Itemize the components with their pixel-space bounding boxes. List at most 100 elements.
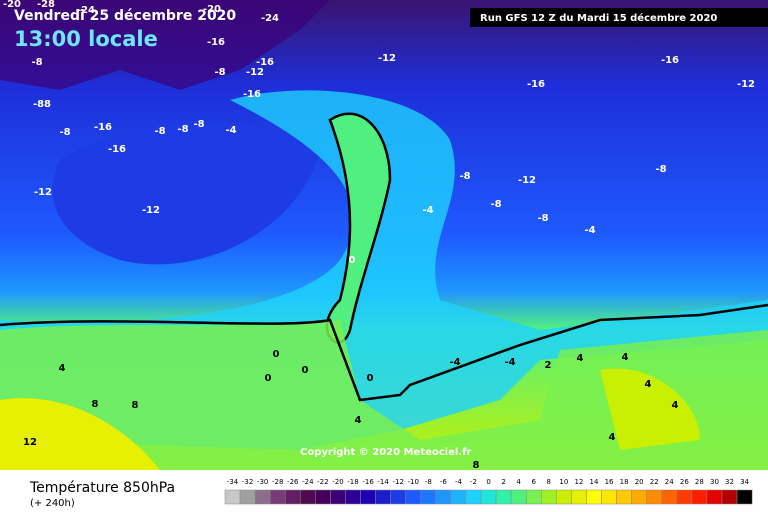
contour-label: -8: [655, 164, 666, 175]
run-info: Run GFS 12 Z du Mardi 15 décembre 2020: [480, 12, 717, 24]
contour-label: -4: [422, 205, 433, 216]
scale-swatch: [269, 489, 286, 505]
scale-label: -2: [470, 478, 477, 486]
scale-swatch: [284, 489, 301, 505]
contour-label: -16: [94, 122, 112, 133]
contour-label: -8: [59, 127, 70, 138]
scale-swatch: [375, 489, 391, 505]
scale-swatch: [495, 489, 512, 505]
contour-label: 0: [349, 255, 356, 266]
contour-label: -88: [33, 99, 51, 110]
contour-label: -8: [490, 199, 501, 210]
scale-label: 26: [680, 478, 689, 486]
zero-isotherm: [325, 112, 392, 344]
scale-swatch: [646, 489, 662, 505]
scale-swatch: [736, 489, 753, 505]
scale-swatch: [601, 489, 617, 505]
scale-swatch: [661, 489, 678, 505]
scale-swatch: [676, 489, 693, 505]
scale-label: 12: [574, 478, 583, 486]
scale-label: -20: [332, 478, 343, 486]
scale-swatch: [721, 489, 738, 505]
contour-label: 12: [23, 437, 37, 448]
scale-label: 0: [486, 478, 490, 486]
scale-label: 32: [725, 478, 734, 486]
scale-swatch: [435, 489, 452, 505]
contour-label: -16: [527, 79, 545, 90]
contour-label: -24: [77, 5, 95, 16]
scale-label: -12: [392, 478, 403, 486]
scale-label: 30: [710, 478, 719, 486]
scale-swatch: [616, 489, 632, 505]
contour-label: -8: [214, 67, 225, 78]
scale-label: 14: [590, 478, 599, 486]
isotherm-line: [0, 303, 768, 402]
contour-label: -16: [207, 37, 225, 48]
scale-swatch: [706, 489, 723, 505]
contour-label: -8: [193, 119, 204, 130]
contour-label: -12: [378, 53, 396, 64]
contour-label: -12: [518, 175, 536, 186]
scale-label: -10: [408, 478, 419, 486]
scale-label: -18: [347, 478, 358, 486]
scale-swatch: [239, 489, 256, 505]
scale-label: 22: [650, 478, 659, 486]
contour-label: 4: [609, 432, 616, 443]
scale-label: 8: [547, 478, 551, 486]
contour-label: 0: [273, 349, 280, 360]
scale-label: -16: [362, 478, 374, 486]
cold-pool: [52, 124, 320, 265]
scale-label: 6: [531, 478, 536, 486]
contour-label: -12: [34, 187, 52, 198]
contour-label: 0: [265, 373, 272, 384]
contour-label: 4: [672, 400, 679, 411]
scale-label: 28: [695, 478, 704, 486]
contour-label: -20: [3, 0, 21, 10]
warm-core: [0, 398, 160, 470]
contour-label: 4: [577, 353, 584, 364]
contour-label: -8: [154, 126, 165, 137]
scale-swatch: [390, 489, 406, 505]
contour-label: -12: [246, 67, 264, 78]
contour-label: 8: [473, 460, 480, 471]
scale-label: -8: [425, 478, 432, 486]
scale-label: 20: [635, 478, 644, 486]
warm-region: [0, 320, 768, 470]
warm-core: [600, 368, 700, 450]
scale-swatch: [300, 489, 316, 505]
scale-label: 34: [740, 478, 749, 486]
contour-label: -4: [225, 125, 236, 136]
run-box: [470, 8, 768, 27]
scale-label: 10: [559, 478, 568, 486]
contour-label: -12: [142, 205, 160, 216]
contour-label: -8: [177, 124, 188, 135]
contour-label: -12: [737, 79, 755, 90]
contour-label: -16: [108, 144, 126, 155]
scale-swatch: [420, 489, 437, 505]
scale-swatch: [450, 489, 467, 505]
contour-label: -8: [31, 57, 42, 68]
contour-label: -4: [504, 357, 515, 368]
contour-label: -20: [203, 4, 221, 15]
contour-label: -16: [256, 57, 274, 68]
scale-label: -22: [317, 478, 328, 486]
contour-label: -8: [537, 213, 548, 224]
contour-label: -28: [37, 0, 55, 10]
scale-label: -6: [440, 478, 448, 486]
scale-label: -28: [272, 478, 283, 486]
contour-label: -8: [459, 171, 470, 182]
scale-swatch: [315, 489, 331, 505]
contour-label: 4: [622, 352, 629, 363]
scale-swatch: [405, 489, 422, 505]
time: 13:00 locale: [14, 27, 158, 51]
scale-swatch: [556, 489, 572, 505]
scale-label: -26: [287, 478, 299, 486]
scale-label: 18: [620, 478, 629, 486]
scale-swatch: [480, 489, 497, 505]
contour-label: -4: [584, 225, 595, 236]
contour-label: 4: [59, 363, 66, 374]
contour-label: 0: [367, 373, 374, 384]
scale-label: 2: [501, 478, 505, 486]
